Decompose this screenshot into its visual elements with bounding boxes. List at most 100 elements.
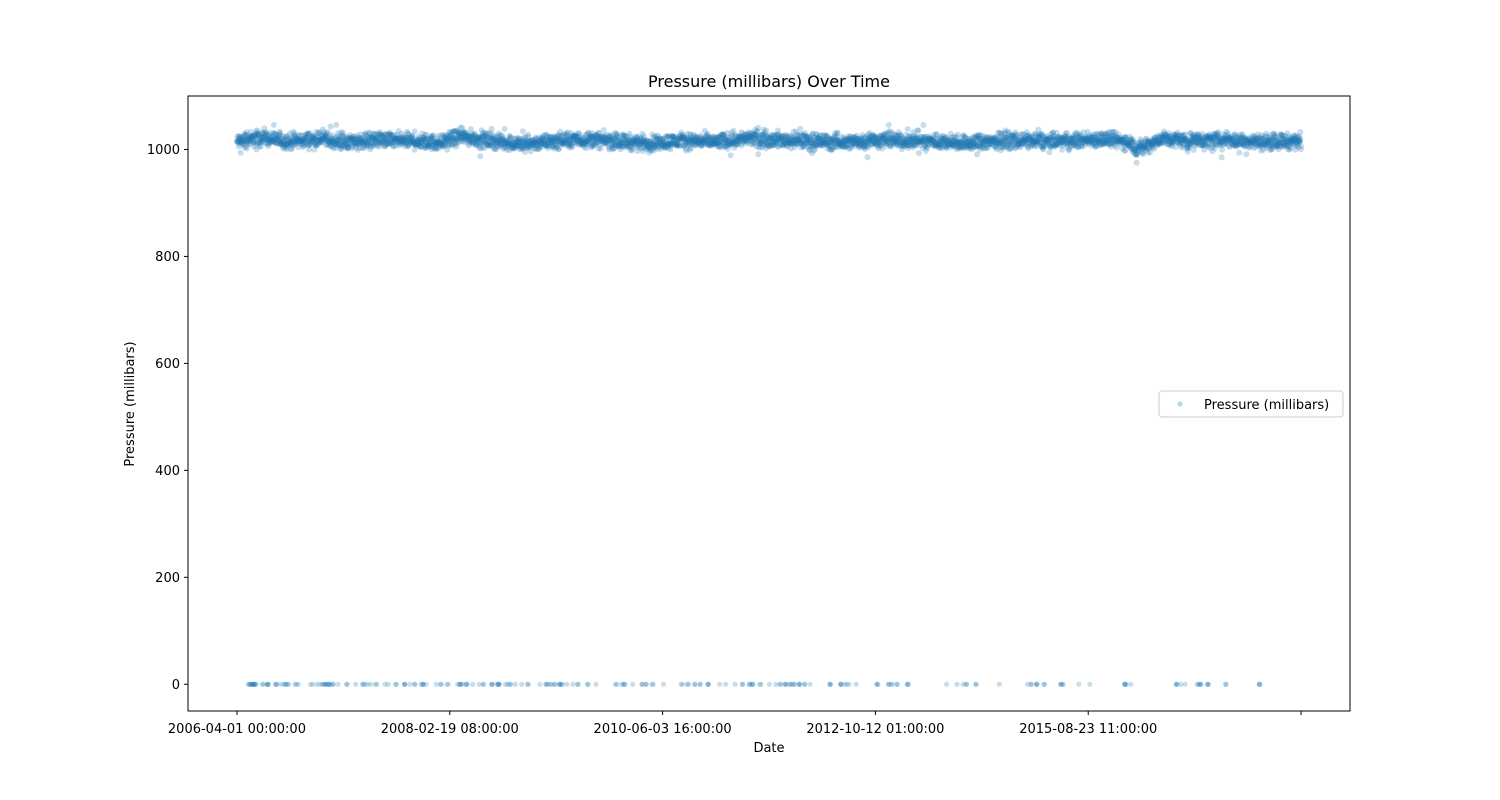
data-point — [301, 132, 308, 139]
data-point — [309, 133, 316, 140]
data-point — [360, 135, 367, 142]
data-point — [1218, 154, 1225, 161]
data-point — [349, 137, 356, 144]
legend-label: Pressure (millibars) — [1204, 398, 1329, 413]
data-point — [261, 134, 268, 141]
data-point — [249, 132, 256, 139]
data-point — [380, 137, 387, 144]
data-point — [329, 140, 336, 147]
data-point — [248, 133, 255, 140]
data-point — [310, 134, 317, 141]
data-point — [432, 144, 439, 151]
data-point — [260, 130, 267, 136]
data-point — [424, 142, 431, 148]
data-point — [416, 135, 423, 142]
data-point — [274, 137, 281, 144]
data-point — [435, 137, 442, 144]
data-point — [246, 133, 253, 140]
data-point — [418, 139, 425, 146]
data-point — [920, 122, 927, 128]
data-point-zero — [1060, 681, 1066, 687]
data-point — [409, 132, 416, 139]
data-point — [1243, 151, 1250, 158]
data-point — [343, 140, 350, 147]
data-point — [402, 134, 409, 141]
data-point — [1133, 159, 1140, 166]
data-point — [306, 136, 313, 143]
data-point — [383, 136, 390, 143]
data-point — [342, 144, 349, 151]
data-point — [372, 138, 379, 145]
data-point — [444, 135, 450, 142]
data-point — [427, 136, 434, 143]
plot-area-background — [188, 96, 1350, 711]
data-point — [424, 143, 431, 150]
data-point — [436, 139, 443, 145]
data-point — [277, 141, 284, 148]
data-point-zero — [1173, 681, 1179, 687]
data-point — [352, 142, 359, 148]
data-point — [266, 136, 273, 143]
data-point — [286, 138, 293, 145]
data-point — [237, 149, 244, 156]
data-point — [372, 136, 379, 143]
data-point — [442, 142, 448, 149]
data-point-zero — [740, 681, 746, 687]
data-point — [316, 129, 323, 136]
data-point — [915, 150, 922, 157]
data-point — [246, 133, 253, 140]
data-point — [254, 130, 261, 137]
data-point — [280, 137, 287, 144]
data-point-zero — [519, 681, 525, 687]
data-point — [249, 132, 256, 139]
data-point — [397, 138, 404, 144]
data-point — [438, 139, 445, 146]
data-point — [247, 136, 254, 143]
data-point — [398, 130, 405, 137]
x-tick-label: 2012-10-12 01:00:00 — [806, 722, 944, 737]
data-point — [299, 138, 306, 145]
data-point — [427, 143, 434, 150]
data-point — [304, 130, 311, 137]
data-point — [414, 138, 421, 145]
data-point — [391, 132, 398, 139]
data-point — [252, 132, 259, 139]
data-point — [420, 136, 427, 143]
data-point — [328, 137, 335, 144]
data-point — [388, 139, 395, 146]
data-point — [301, 142, 308, 149]
data-point — [350, 134, 357, 141]
data-point-zero — [705, 681, 711, 687]
data-point — [328, 134, 335, 141]
data-point — [302, 137, 309, 144]
data-point — [282, 133, 289, 140]
data-point — [391, 136, 398, 143]
data-point — [415, 137, 422, 144]
data-point — [410, 138, 417, 145]
x-axis-label: Date — [753, 741, 784, 756]
data-point — [402, 136, 409, 143]
data-point — [797, 125, 804, 132]
data-point — [234, 138, 241, 145]
data-point — [377, 131, 384, 138]
data-point — [325, 136, 332, 143]
data-point-zero — [905, 681, 911, 687]
data-point-zero — [894, 681, 900, 687]
data-point — [425, 140, 432, 147]
data-point — [238, 134, 245, 141]
data-point — [249, 135, 256, 142]
data-point — [294, 138, 301, 145]
data-point — [320, 129, 327, 136]
data-point — [263, 129, 270, 135]
data-point — [245, 138, 252, 145]
data-point-zero — [286, 681, 292, 687]
data-point — [396, 135, 403, 142]
data-point — [261, 134, 268, 141]
data-point — [289, 143, 296, 150]
data-point — [337, 133, 344, 140]
data-point — [447, 129, 454, 135]
data-point — [376, 131, 383, 138]
data-point — [322, 131, 329, 138]
data-point — [235, 140, 242, 147]
